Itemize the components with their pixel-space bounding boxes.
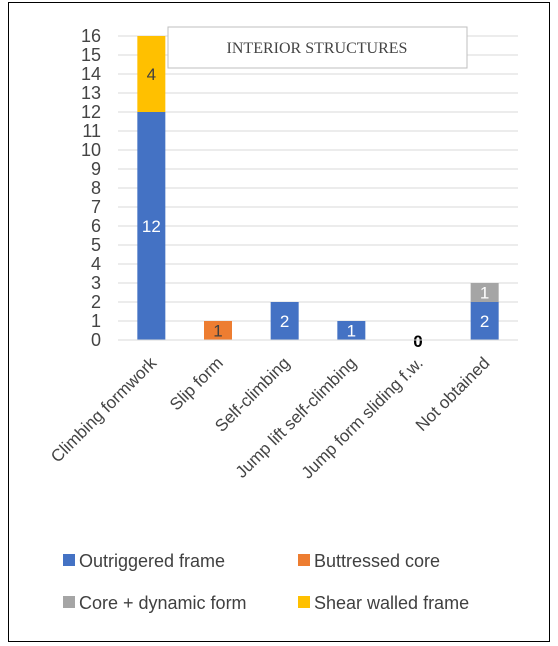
y-tick-label: 5 <box>91 235 101 255</box>
gridlines <box>118 35 518 341</box>
y-tick-label: 13 <box>81 83 101 103</box>
y-tick-label: 1 <box>91 311 101 331</box>
bar-segment <box>470 283 499 302</box>
bar-segment <box>270 302 299 340</box>
legend-label: Core + dynamic form <box>79 593 247 613</box>
data-label: 1 <box>213 322 222 341</box>
chart-title-border <box>167 26 468 69</box>
legend-label: Shear walled frame <box>314 593 469 613</box>
bar-segment <box>337 321 366 340</box>
chart-title-box: INTERIOR STRUCTURES <box>167 26 468 69</box>
x-axis: Climbing formwork Slip formSelf-climbingJ… <box>47 339 518 482</box>
y-tick-label: 16 <box>81 26 101 46</box>
y-tick-label: 11 <box>82 121 101 141</box>
data-label: 12 <box>142 217 161 236</box>
bar-segment <box>137 112 166 340</box>
legend-swatch <box>63 554 75 566</box>
legend-swatch <box>298 554 310 566</box>
x-tick-label: Climbing formwork <box>47 353 160 466</box>
y-tick-label: 4 <box>91 254 101 274</box>
legend-swatch <box>63 596 75 608</box>
y-tick-label: 9 <box>91 159 101 179</box>
data-label: 2 <box>280 312 289 331</box>
data-label: 0 <box>413 332 422 351</box>
y-tick-label: 3 <box>91 273 101 293</box>
x-tick-label: Jump lift self-climbing <box>232 353 360 481</box>
y-tick-label: 2 <box>91 292 101 312</box>
y-tick-label: 10 <box>81 140 101 160</box>
y-tick-label: 12 <box>81 102 101 122</box>
y-tick-label: 15 <box>81 45 101 65</box>
x-tick-label: Jump form sliding f.w. <box>298 353 427 482</box>
y-tick-label: 7 <box>91 197 101 217</box>
y-tick-label: 14 <box>81 64 101 84</box>
bar-segment <box>204 321 232 340</box>
data-label: 2 <box>480 312 489 331</box>
legend-label: Outriggered frame <box>79 551 225 571</box>
legend-label: Buttressed core <box>314 551 440 571</box>
y-tick-label: 8 <box>91 178 101 198</box>
chart-title: INTERIOR STRUCTURES <box>227 40 408 57</box>
bar-segment <box>470 302 499 340</box>
x-tick-label: Slip form <box>166 353 227 414</box>
legend: Outriggered frame Buttressed core Core + d… <box>63 551 469 613</box>
y-tick-label: 6 <box>91 216 101 236</box>
y-tick-label: 0 <box>91 330 101 350</box>
bar-segment <box>137 36 166 112</box>
data-label: 1 <box>347 322 356 341</box>
data-label: 4 <box>147 65 156 84</box>
data-label: 1 <box>480 284 489 303</box>
legend-swatch <box>298 596 310 608</box>
